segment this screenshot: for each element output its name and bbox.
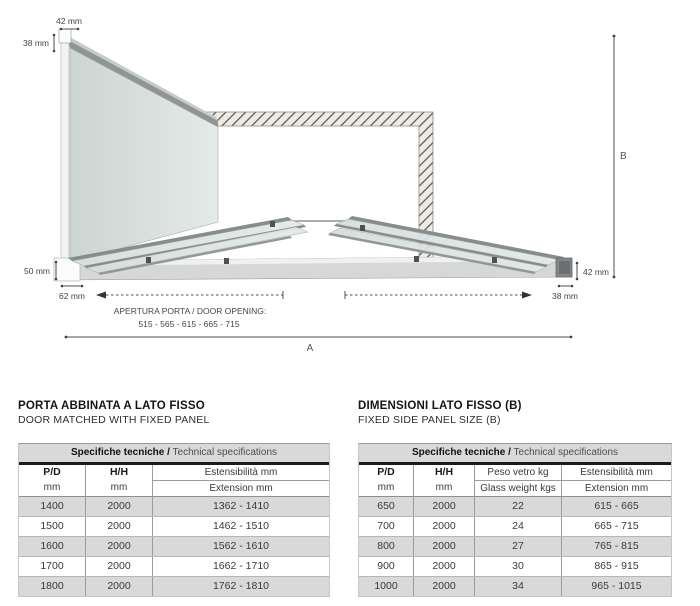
right-spec-table: Specifiche tecniche / Technical specific… — [358, 443, 672, 597]
dim-top-height: 38 mm — [23, 33, 56, 53]
divider-bar — [19, 462, 329, 465]
table-row: 800 2000 27 765 - 815 — [359, 536, 671, 556]
svg-text:APERTURA PORTA / DOOR OPENING:: APERTURA PORTA / DOOR OPENING: — [114, 306, 267, 316]
col-header-pd: P/D mm — [377, 466, 395, 493]
svg-text:62 mm: 62 mm — [59, 291, 85, 301]
col-header-hh: H/H mm — [413, 465, 474, 496]
table-row: 700 2000 24 665 - 715 — [359, 516, 671, 536]
svg-text:B: B — [620, 151, 627, 162]
rail-end-cap — [555, 257, 573, 278]
left-table-title: PORTA ABBINATA A LATO FISSO — [18, 400, 205, 412]
col-header-pd: P/D mm — [43, 466, 61, 493]
roller-brackets — [146, 221, 497, 264]
bottom-rail — [53, 255, 573, 282]
svg-text:38 mm: 38 mm — [552, 291, 578, 301]
right-spec-header: Specifiche tecniche / Technical specific… — [359, 444, 671, 462]
left-spec-header: Specifiche tecniche / Technical specific… — [19, 444, 329, 462]
svg-text:42 mm: 42 mm — [583, 267, 609, 277]
technical-drawing: 42 mm 38 mm 50 mm 62 mm APERTURA PORT — [23, 16, 627, 354]
dim-top-width: 42 mm — [56, 16, 82, 31]
fixed-glass-panel — [58, 28, 219, 265]
table-row: 650 2000 22 615 - 665 — [359, 497, 671, 516]
left-spec-table: Specifiche tecniche / Technical specific… — [18, 443, 330, 597]
col-header-hh: H/H mm — [85, 465, 152, 496]
svg-text:42 mm: 42 mm — [56, 16, 82, 26]
right-table-subtitle: FIXED SIDE PANEL SIZE (B) — [358, 414, 501, 426]
spec-header-bold: Specifiche tecniche / — [70, 447, 170, 458]
dim-left-height: 50 mm — [24, 260, 58, 281]
dim-a: A — [64, 335, 573, 354]
table-row: 1600 2000 1562 - 1610 — [19, 536, 329, 556]
spec-header-regular: Technical specifications — [169, 447, 278, 458]
svg-text:A: A — [307, 343, 314, 354]
right-table-title: DIMENSIONI LATO FISSO (B) — [358, 400, 522, 412]
col-header-extension: Estensibilità mm Extension mm — [561, 465, 671, 496]
col-header-extension: Estensibilità mm Extension mm — [152, 465, 329, 496]
table-row: 1000 2000 34 965 - 1015 — [359, 576, 671, 596]
left-table-column-headers: P/D mm H/H mm Estensibilità mm Extension mm — [19, 465, 329, 497]
dim-door-opening: APERTURA PORTA / DOOR OPENING: 515 - 565… — [96, 291, 532, 329]
table-row: 900 2000 30 865 - 915 — [359, 556, 671, 576]
table-row: 1800 2000 1762 - 1810 — [19, 576, 329, 596]
door-panels-left — [68, 217, 309, 275]
dim-right-offset: 38 mm — [552, 284, 578, 301]
svg-text:515 - 565 - 615 - 665 - 715: 515 - 565 - 615 - 665 - 715 — [138, 319, 239, 329]
right-table-title-block: DIMENSIONI LATO FISSO (B) FIXED SIDE PAN… — [358, 400, 522, 426]
left-table-subtitle: DOOR MATCHED WITH FIXED PANEL — [18, 414, 210, 426]
col-header-glass-weight: Peso vetro kg Glass weight kgs — [474, 465, 561, 496]
spec-header-regular: Technical specifications — [510, 447, 619, 458]
wall-profile-foot — [53, 257, 81, 282]
svg-text:38 mm: 38 mm — [23, 38, 49, 48]
table-row: 1700 2000 1662 - 1710 — [19, 556, 329, 576]
svg-text:50 mm: 50 mm — [24, 266, 50, 276]
right-table-column-headers: P/D mm H/H mm Peso vetro kg Glass weight kg… — [359, 465, 671, 497]
dim-left-offset: 62 mm — [59, 284, 85, 301]
dim-right-height: 42 mm — [575, 261, 609, 281]
divider-bar — [359, 462, 671, 465]
dim-b: B — [612, 34, 627, 279]
table-row: 1400 2000 1362 - 1410 — [19, 497, 329, 516]
table-row: 1500 2000 1462 - 1510 — [19, 516, 329, 536]
spec-header-bold: Specifiche tecniche / — [411, 447, 511, 458]
left-table-title-block: PORTA ABBINATA A LATO FISSO DOOR MATCHED… — [18, 400, 210, 426]
